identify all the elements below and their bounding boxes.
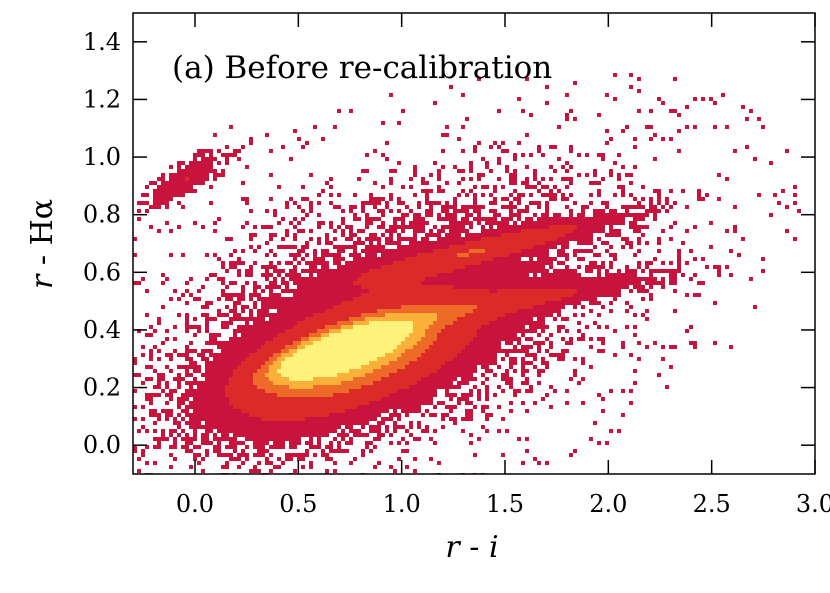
y-tick-label: 0.8 <box>83 201 121 229</box>
x-axis-label: r - i <box>445 530 498 565</box>
plot-frame <box>132 12 816 475</box>
density-cells <box>185 177 577 421</box>
y-axis: 0.0 0.2 0.4 0.6 0.8 1.0 1.2 1.4 <box>83 28 815 459</box>
y-axis-label: r - Hα <box>25 199 60 289</box>
y-tick-label: 0.2 <box>83 374 121 402</box>
density-cells <box>133 73 801 474</box>
y-tick-label: 1.2 <box>83 85 121 113</box>
y-axis-label-var1: r <box>25 273 60 289</box>
x-axis: 0.0 0.5 1.0 1.5 2.0 2.5 3.0 <box>176 13 830 518</box>
panel-annotation: (a) Before re-calibration <box>172 50 552 86</box>
x-tick-label: 1.5 <box>486 490 524 518</box>
x-axis-label-sep: - <box>460 530 489 565</box>
x-axis-label-var1: r <box>445 530 461 565</box>
density-cells <box>277 321 413 381</box>
plot-area <box>132 12 816 475</box>
y-tick-label: 0.4 <box>83 316 121 344</box>
y-tick-label: 1.4 <box>83 28 121 56</box>
y-tick-label: 0.0 <box>83 431 121 459</box>
y-tick-label: 0.6 <box>83 258 121 286</box>
x-tick-label: 0.0 <box>176 490 214 518</box>
y-axis-label-sep: - <box>25 245 60 274</box>
y-tick-label: 1.0 <box>83 143 121 171</box>
x-tick-label: 1.0 <box>383 490 421 518</box>
x-tick-label: 0.5 <box>279 490 317 518</box>
density-map <box>133 73 801 474</box>
y-axis-label-var2: Hα <box>25 199 60 245</box>
x-tick-label: 2.0 <box>589 490 627 518</box>
x-tick-label: 3.0 <box>796 490 830 518</box>
density-cells <box>253 249 485 397</box>
x-axis-label-var2: i <box>489 530 499 565</box>
density-cells <box>265 313 437 389</box>
x-tick-label: 2.5 <box>693 490 731 518</box>
